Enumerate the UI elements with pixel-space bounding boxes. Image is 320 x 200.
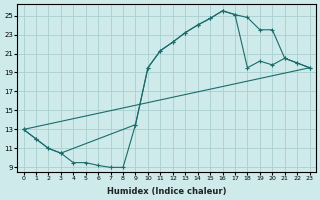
X-axis label: Humidex (Indice chaleur): Humidex (Indice chaleur) xyxy=(107,187,226,196)
